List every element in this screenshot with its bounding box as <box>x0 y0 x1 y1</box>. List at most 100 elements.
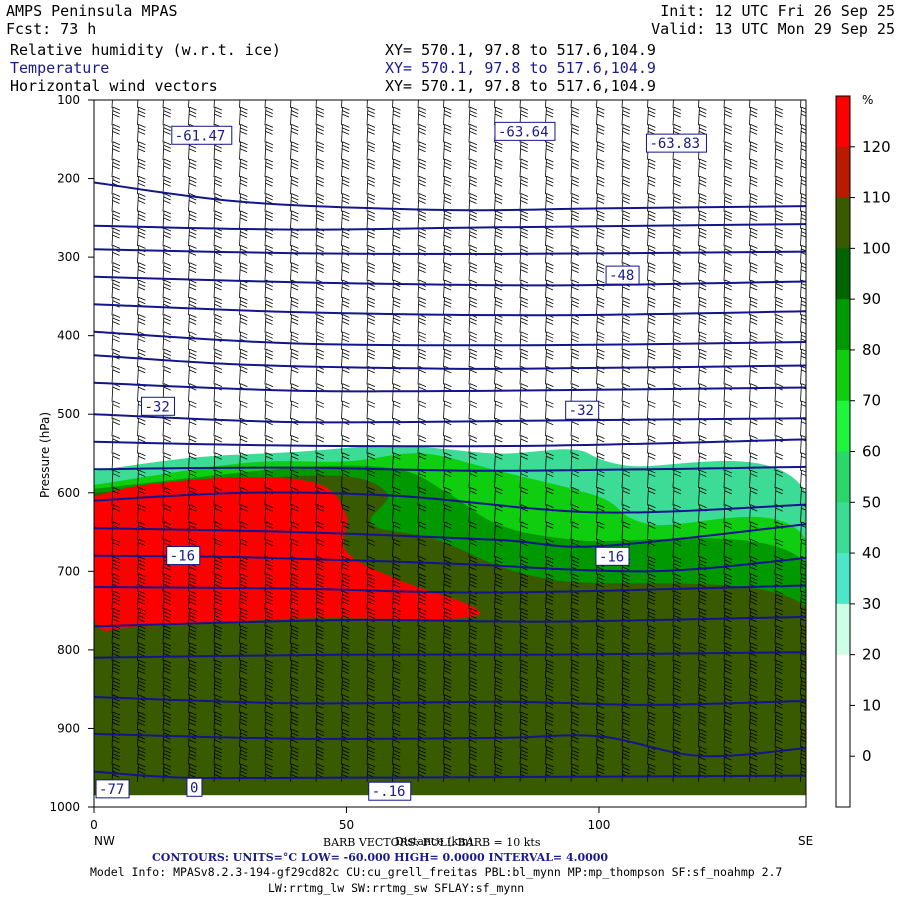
wind-barb <box>621 296 631 316</box>
wind-barb <box>315 100 324 108</box>
wind-barb <box>723 711 733 731</box>
wind-barb <box>800 348 806 368</box>
wind-barb <box>443 106 452 126</box>
wind-barb <box>596 245 605 264</box>
wind-barb <box>315 141 325 160</box>
wind-barb <box>621 711 631 731</box>
wind-barb <box>468 521 478 540</box>
wind-barb <box>315 590 325 610</box>
wind-barb <box>570 538 580 558</box>
wind-barb <box>723 573 733 592</box>
wind-barb <box>417 452 427 471</box>
x-axis: 0 50 100 <box>90 807 610 832</box>
wind-barb <box>111 279 121 298</box>
colorbar-unit: % <box>862 93 873 107</box>
wind-barb <box>188 400 197 419</box>
wind-barb <box>111 504 121 523</box>
wind-barb <box>111 100 120 108</box>
wind-barb <box>341 590 350 610</box>
wind-barb <box>519 210 529 229</box>
wind-barb <box>162 106 172 126</box>
wind-barb <box>213 193 223 212</box>
wind-barb <box>264 106 274 126</box>
wind-barb <box>749 469 758 489</box>
wind-barb <box>290 210 299 229</box>
wind-barb <box>417 262 427 281</box>
wind-barb <box>366 486 376 506</box>
wind-barb <box>749 677 758 696</box>
wind-barb <box>188 469 197 489</box>
wind-barb <box>596 625 605 644</box>
wind-barb <box>672 711 682 731</box>
wind-barb <box>621 383 631 402</box>
wind-barb <box>774 590 784 610</box>
wind-barb <box>213 590 223 610</box>
wind-barb <box>800 711 806 731</box>
wind-barb <box>698 100 707 108</box>
contour-label-text: -16 <box>599 549 624 565</box>
wind-barb <box>647 400 656 419</box>
wind-barb <box>468 175 478 195</box>
wind-barb <box>468 383 478 402</box>
wind-barb <box>392 383 401 402</box>
wind-barb <box>749 728 758 748</box>
wind-barb <box>672 296 682 316</box>
wind-barb <box>443 100 452 108</box>
wind-barb <box>162 366 172 385</box>
wind-barb <box>137 538 146 558</box>
colorbar-level: 40 <box>862 544 881 562</box>
wind-barb <box>749 245 758 264</box>
wind-barb <box>545 383 554 402</box>
wind-barb <box>239 106 248 126</box>
wind-barb <box>647 383 656 402</box>
wind-barb <box>698 262 707 281</box>
y-tick-label: 400 <box>57 329 80 343</box>
wind-barb <box>545 659 554 679</box>
wind-barb <box>672 728 682 748</box>
wind-barb <box>774 175 784 195</box>
wind-barb <box>570 607 580 627</box>
wind-barb <box>137 521 146 540</box>
wind-barb <box>570 141 580 160</box>
wind-barb <box>800 175 806 195</box>
wind-barb <box>545 262 554 281</box>
wind-barb <box>417 141 427 160</box>
wind-barb <box>366 469 376 489</box>
wind-barb <box>545 210 554 229</box>
wind-barb <box>341 124 350 143</box>
wind-barb <box>290 417 299 437</box>
wind-barb <box>213 262 223 281</box>
wind-barb <box>545 158 554 178</box>
wind-barb <box>188 245 197 264</box>
wind-barb <box>570 746 580 765</box>
wind-barb <box>392 538 401 558</box>
wind-barb <box>239 227 248 247</box>
wind-barb <box>264 296 274 316</box>
wind-barb <box>774 106 784 126</box>
wind-barb <box>723 659 733 679</box>
wind-barb <box>443 314 452 333</box>
wind-barb <box>494 711 503 731</box>
contour-label: -32 <box>565 400 600 420</box>
wind-barb <box>264 331 274 350</box>
colorbar-level: 50 <box>862 493 881 511</box>
wind-barb <box>366 590 376 610</box>
wind-barb <box>443 659 452 679</box>
wind-barb <box>774 538 784 558</box>
wind-barb <box>162 141 172 160</box>
wind-barb <box>137 245 146 264</box>
temperature-contour <box>94 770 806 780</box>
wind-barb <box>290 504 299 523</box>
wind-barb <box>749 573 758 592</box>
wind-barb <box>137 193 146 212</box>
wind-barb <box>723 538 733 558</box>
wind-barb <box>723 348 733 368</box>
wind-barb <box>111 659 121 679</box>
wind-barb <box>315 746 325 765</box>
wind-barb <box>774 383 784 402</box>
wind-barb <box>698 607 707 627</box>
wind-barb <box>239 677 248 696</box>
wind-barb <box>366 659 376 679</box>
wind-barb <box>111 607 121 627</box>
wind-barb <box>392 400 401 419</box>
